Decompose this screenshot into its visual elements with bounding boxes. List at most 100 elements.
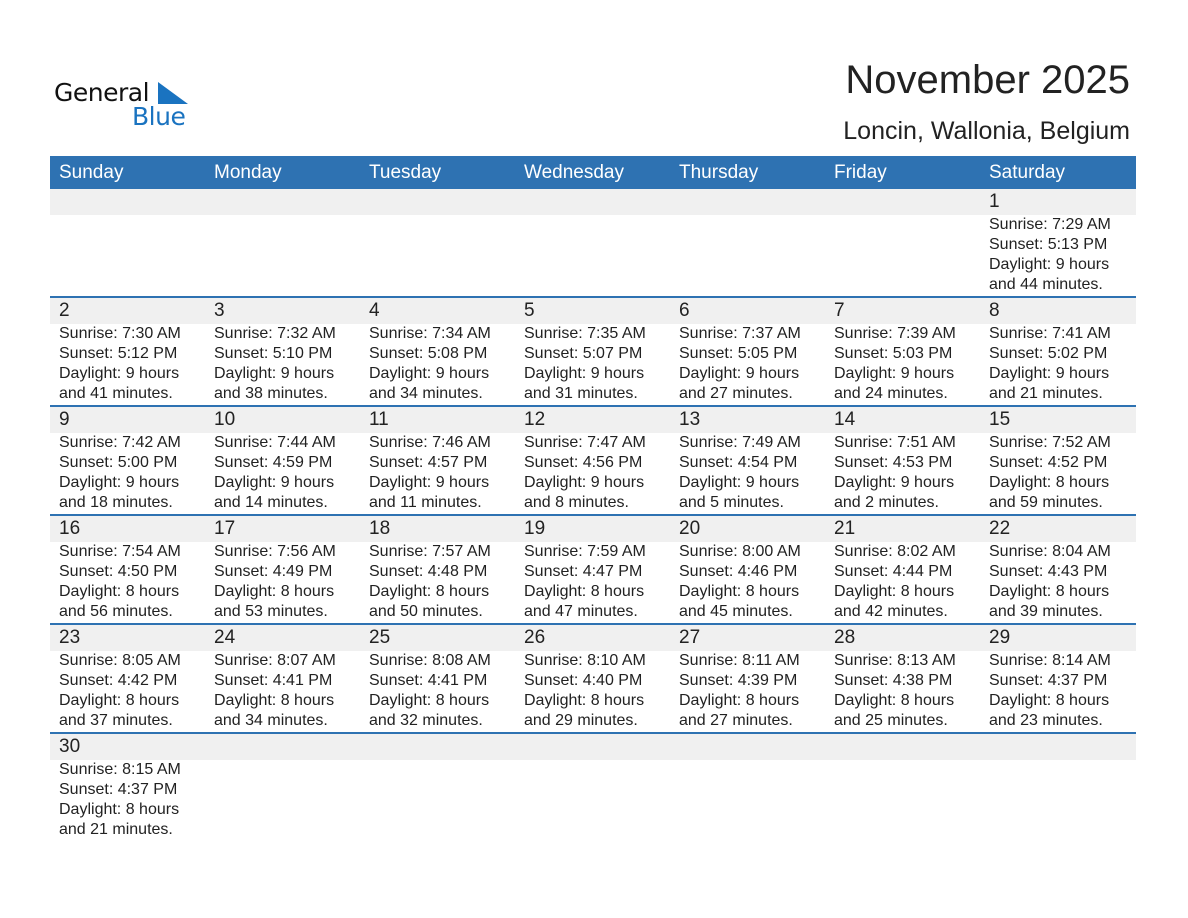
day-number: 24 <box>214 627 236 648</box>
daylight-text: Daylight: 8 hours <box>989 692 1110 709</box>
daylight-text: Daylight: 9 hours <box>679 365 800 382</box>
daylight-text: Daylight: 9 hours <box>679 474 800 491</box>
day-cell: 22 Sunrise: 8:04 AM Sunset: 4:43 PM Dayligh… <box>980 516 1135 623</box>
date-band <box>50 298 1136 324</box>
sunrise-text: Sunrise: 7:29 AM <box>989 216 1111 233</box>
sunset-text: Sunset: 4:38 PM <box>834 672 953 689</box>
sunrise-text: Sunrise: 8:15 AM <box>59 761 181 778</box>
date-band <box>50 625 1136 651</box>
daylight-minutes-text: and 44 minutes. <box>989 276 1103 293</box>
sunrise-text: Sunrise: 7:54 AM <box>59 543 181 560</box>
daylight-minutes-text: and 41 minutes. <box>59 385 173 402</box>
daylight-text: Daylight: 8 hours <box>369 583 490 600</box>
daylight-minutes-text: and 34 minutes. <box>369 385 483 402</box>
daylight-minutes-text: and 27 minutes. <box>679 712 793 729</box>
date-band <box>50 516 1136 542</box>
daylight-text: Daylight: 8 hours <box>679 583 800 600</box>
day-cell: 20 Sunrise: 8:00 AM Sunset: 4:46 PM Dayligh… <box>670 516 825 623</box>
daylight-text: Daylight: 9 hours <box>834 474 955 491</box>
sunrise-text: Sunrise: 7:32 AM <box>214 325 336 342</box>
daylight-minutes-text: and 31 minutes. <box>524 385 638 402</box>
week-row: 2 Sunrise: 7:30 AM Sunset: 5:12 PM Daylight… <box>50 298 1136 407</box>
day-cell: 11 Sunrise: 7:46 AM Sunset: 4:57 PM Dayligh… <box>360 407 515 514</box>
daylight-minutes-text: and 38 minutes. <box>214 385 328 402</box>
day-number: 16 <box>59 518 81 539</box>
calendar-grid: 1 Sunrise: 7:29 AM Sunset: 5:13 PM Daylight… <box>50 189 1136 843</box>
sunset-text: Sunset: 5:00 PM <box>59 454 178 471</box>
day-cell: 24 Sunrise: 8:07 AM Sunset: 4:41 PM Dayligh… <box>205 625 360 732</box>
day-number: 3 <box>214 300 225 321</box>
weekday-thursday: Thursday <box>679 162 759 183</box>
sunrise-text: Sunrise: 8:10 AM <box>524 652 646 669</box>
daylight-text: Daylight: 8 hours <box>59 583 180 600</box>
logo-triangle-icon <box>158 82 188 104</box>
daylight-minutes-text: and 25 minutes. <box>834 712 948 729</box>
daylight-minutes-text: and 23 minutes. <box>989 712 1103 729</box>
day-cell: 16 Sunrise: 7:54 AM Sunset: 4:50 PM Dayligh… <box>50 516 205 623</box>
sunrise-text: Sunrise: 7:59 AM <box>524 543 646 560</box>
daylight-minutes-text: and 56 minutes. <box>59 603 173 620</box>
day-cell: 21 Sunrise: 8:02 AM Sunset: 4:44 PM Dayligh… <box>825 516 980 623</box>
weekday-monday: Monday <box>214 162 282 183</box>
daylight-text: Daylight: 9 hours <box>369 365 490 382</box>
daylight-minutes-text: and 24 minutes. <box>834 385 948 402</box>
daylight-text: Daylight: 9 hours <box>989 365 1110 382</box>
daylight-text: Daylight: 9 hours <box>214 474 335 491</box>
day-number: 5 <box>524 300 535 321</box>
daylight-minutes-text: and 42 minutes. <box>834 603 948 620</box>
weekday-header: Sunday Monday Tuesday Wednesday Thursday Frid… <box>50 156 1136 189</box>
day-cell: 18 Sunrise: 7:57 AM Sunset: 4:48 PM Dayligh… <box>360 516 515 623</box>
day-cell: 29 Sunrise: 8:14 AM Sunset: 4:37 PM Dayligh… <box>980 625 1135 732</box>
day-number: 12 <box>524 409 546 430</box>
week-row: 16 Sunrise: 7:54 AM Sunset: 4:50 PM Dayligh… <box>50 516 1136 625</box>
day-number: 17 <box>214 518 236 539</box>
sunrise-text: Sunrise: 7:57 AM <box>369 543 491 560</box>
weekday-tuesday: Tuesday <box>369 162 442 183</box>
sunset-text: Sunset: 4:46 PM <box>679 563 798 580</box>
date-band <box>50 734 1136 760</box>
sunset-text: Sunset: 5:13 PM <box>989 236 1108 253</box>
day-number: 13 <box>679 409 701 430</box>
week-row: 23 Sunrise: 8:05 AM Sunset: 4:42 PM Dayligh… <box>50 625 1136 734</box>
sunset-text: Sunset: 4:40 PM <box>524 672 643 689</box>
weekday-friday: Friday <box>834 162 887 183</box>
daylight-text: Daylight: 8 hours <box>834 692 955 709</box>
daylight-minutes-text: and 50 minutes. <box>369 603 483 620</box>
week-row: 30 Sunrise: 8:15 AM Sunset: 4:37 PM Dayligh… <box>50 734 1136 843</box>
logo: General Blue <box>54 78 194 131</box>
sunrise-text: Sunrise: 7:46 AM <box>369 434 491 451</box>
sunset-text: Sunset: 4:57 PM <box>369 454 488 471</box>
daylight-minutes-text: and 14 minutes. <box>214 494 328 511</box>
location-subtitle: Loncin, Wallonia, Belgium <box>843 117 1130 145</box>
sunset-text: Sunset: 4:37 PM <box>989 672 1108 689</box>
daylight-text: Daylight: 9 hours <box>214 365 335 382</box>
daylight-minutes-text: and 21 minutes. <box>989 385 1103 402</box>
logo-text-general: General <box>54 78 150 107</box>
sunset-text: Sunset: 5:05 PM <box>679 345 798 362</box>
daylight-text: Daylight: 9 hours <box>59 365 180 382</box>
day-cell: 8 Sunrise: 7:41 AM Sunset: 5:02 PM Daylight… <box>980 298 1135 405</box>
daylight-text: Daylight: 8 hours <box>834 583 955 600</box>
sunrise-text: Sunrise: 7:41 AM <box>989 325 1111 342</box>
daylight-text: Daylight: 8 hours <box>679 692 800 709</box>
day-number: 11 <box>369 409 389 430</box>
day-number: 27 <box>679 627 701 648</box>
daylight-minutes-text: and 47 minutes. <box>524 603 638 620</box>
sunrise-text: Sunrise: 8:02 AM <box>834 543 956 560</box>
sunset-text: Sunset: 4:53 PM <box>834 454 953 471</box>
daylight-text: Daylight: 8 hours <box>59 801 180 818</box>
daylight-text: Daylight: 9 hours <box>369 474 490 491</box>
daylight-text: Daylight: 9 hours <box>524 365 645 382</box>
sunset-text: Sunset: 4:50 PM <box>59 563 178 580</box>
daylight-text: Daylight: 9 hours <box>989 256 1110 273</box>
daylight-minutes-text: and 5 minutes. <box>679 494 784 511</box>
sunrise-text: Sunrise: 7:30 AM <box>59 325 181 342</box>
daylight-minutes-text: and 29 minutes. <box>524 712 638 729</box>
sunset-text: Sunset: 4:44 PM <box>834 563 953 580</box>
day-cell: 19 Sunrise: 7:59 AM Sunset: 4:47 PM Dayligh… <box>515 516 670 623</box>
day-cell: 27 Sunrise: 8:11 AM Sunset: 4:39 PM Dayligh… <box>670 625 825 732</box>
sunset-text: Sunset: 4:56 PM <box>524 454 643 471</box>
sunset-text: Sunset: 4:54 PM <box>679 454 798 471</box>
sunset-text: Sunset: 4:39 PM <box>679 672 798 689</box>
